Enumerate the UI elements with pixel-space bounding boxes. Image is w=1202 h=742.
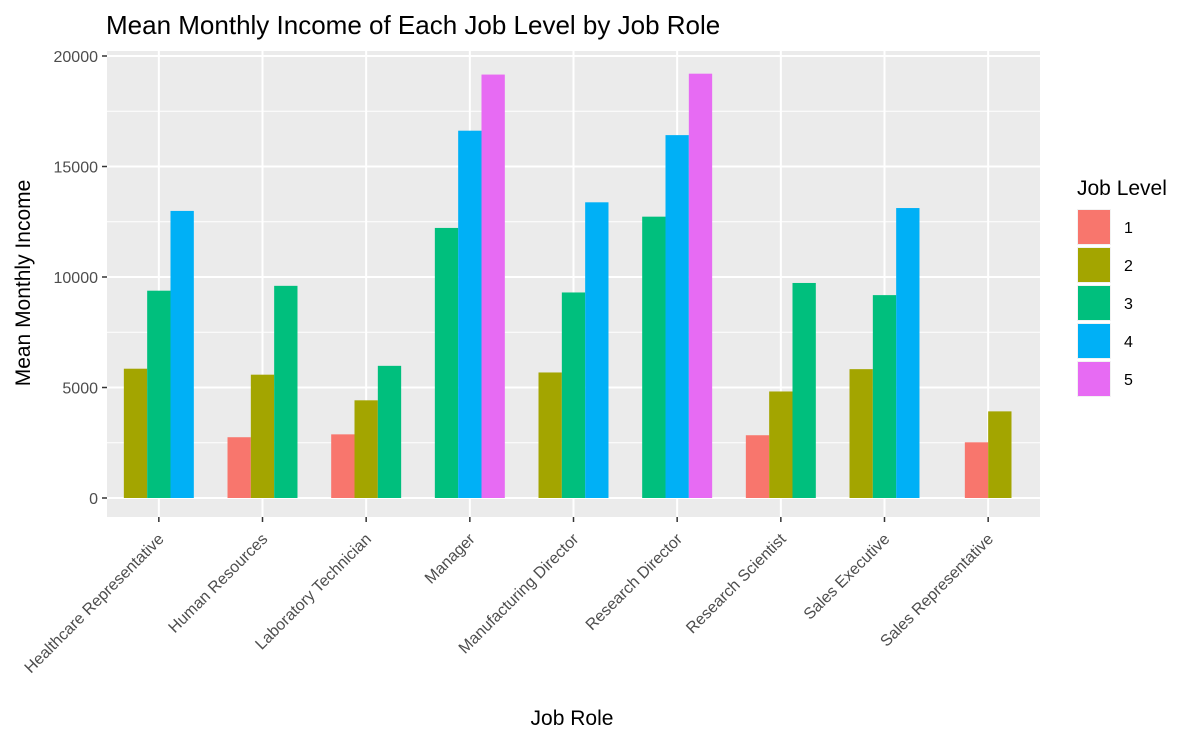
x-tick-label: Research Scientist	[683, 530, 790, 637]
x-tick-label: Laboratory Technician	[252, 531, 375, 654]
x-tick-label: Sales Executive	[801, 531, 894, 624]
legend-label: 5	[1124, 372, 1133, 389]
bar	[665, 135, 689, 499]
bar	[250, 374, 275, 498]
y-tick-label: 0	[89, 491, 98, 508]
bar	[872, 295, 897, 498]
bar	[642, 216, 666, 499]
chart-title: Mean Monthly Income of Each Job Level by…	[106, 10, 720, 40]
bar	[434, 227, 459, 499]
bar	[538, 372, 562, 498]
bar	[331, 434, 355, 498]
bar	[377, 365, 402, 498]
bars	[123, 73, 1012, 499]
bar	[458, 130, 482, 498]
bar	[354, 400, 378, 498]
bar	[849, 369, 873, 498]
bar	[585, 202, 609, 498]
bar	[745, 435, 770, 498]
legend-label: 1	[1124, 220, 1133, 237]
bar	[896, 208, 920, 498]
bar	[988, 411, 1012, 498]
y-axis: 0 5000 10000 15000 20000	[54, 49, 107, 508]
legend-key	[1078, 286, 1110, 320]
legend-label: 3	[1124, 296, 1133, 313]
legend-key	[1078, 248, 1110, 282]
legend-title: Job Level	[1077, 177, 1167, 200]
y-tick-label: 5000	[62, 381, 98, 398]
bar	[561, 292, 586, 498]
bar	[481, 74, 505, 499]
bar	[170, 210, 194, 498]
bar	[769, 391, 793, 498]
bar	[792, 282, 816, 498]
y-axis-title: Mean Monthly Income	[12, 180, 35, 387]
x-tick-label: Sales Representative	[877, 531, 997, 651]
bar	[123, 368, 148, 498]
legend-key	[1078, 362, 1110, 396]
x-tick-label: Manufacturing Director	[456, 530, 583, 657]
legend-key	[1078, 324, 1110, 358]
x-tick-label: Healthcare Representative	[22, 531, 168, 677]
bar	[964, 442, 989, 498]
y-tick-label: 15000	[54, 160, 99, 177]
bar	[274, 285, 298, 498]
bar	[227, 437, 251, 498]
y-tick-label: 20000	[54, 49, 99, 66]
bar	[147, 290, 171, 498]
bar	[688, 73, 713, 499]
legend-key	[1078, 210, 1110, 244]
x-tick-label: Research Director	[583, 530, 687, 634]
legend-label: 2	[1124, 258, 1133, 275]
x-axis-title: Job Role	[531, 707, 614, 730]
x-tick-label: Manager	[422, 530, 479, 587]
legend-label: 4	[1124, 334, 1133, 351]
legend: Job Level 1 2 3 4 5	[1077, 177, 1167, 397]
y-tick-label: 10000	[54, 270, 99, 287]
x-tick-label: Human Resources	[166, 531, 272, 637]
